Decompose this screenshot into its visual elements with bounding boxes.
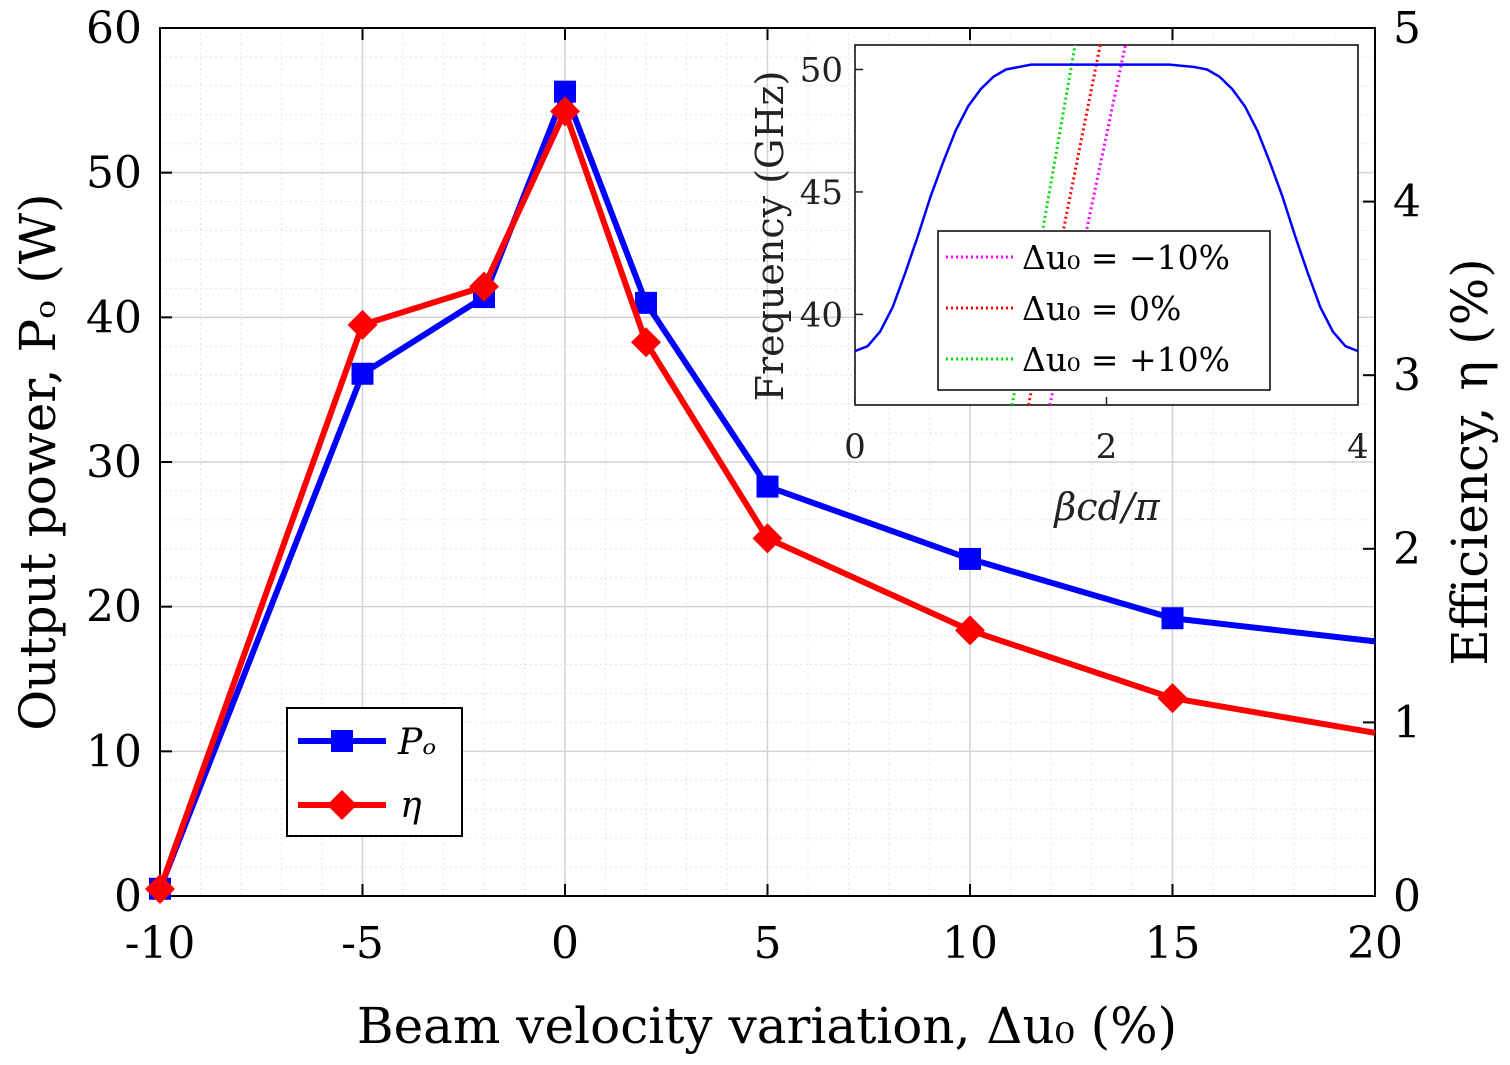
y-tick-label-right: 3 <box>1393 350 1421 401</box>
x-tick-label: 0 <box>551 918 579 969</box>
power-point <box>351 362 374 385</box>
inset-legend: Δu₀ = −10% Δu₀ = 0% Δu₀ = +10% <box>937 230 1271 391</box>
y-tick-label-left: 50 <box>86 148 142 199</box>
efficiency-point <box>469 271 499 302</box>
efficiency-point <box>631 327 661 358</box>
inset-x-axis-title: βcd/π <box>1052 485 1160 529</box>
main-series <box>145 80 1376 905</box>
y-tick-label-right: 0 <box>1393 871 1421 922</box>
y-tick-label-right: 5 <box>1393 3 1421 54</box>
x-tick-label: 10 <box>942 918 998 969</box>
power-point <box>635 291 657 314</box>
y-tick-label-left: 20 <box>86 582 142 633</box>
y-tick-label-left: 10 <box>86 726 142 777</box>
main-legend: Pₒ η <box>286 707 463 837</box>
power-point <box>959 547 981 570</box>
x-tick-label: -10 <box>125 918 196 969</box>
y-axis-title-left: Output power, Pₒ (W) <box>9 193 67 730</box>
inset-y-axis-title: Frequency (GHz) <box>748 71 792 402</box>
y-tick-label-right: 4 <box>1393 177 1421 228</box>
inset-x-tick-label: 2 <box>1096 427 1118 467</box>
efficiency-point <box>347 309 378 340</box>
power-point <box>554 80 576 103</box>
efficiency-point <box>1157 683 1188 714</box>
y-tick-label-right: 1 <box>1393 697 1421 748</box>
legend-marker-square <box>331 730 353 752</box>
y-axis-title-right: Efficiency, η (%) <box>1441 258 1499 666</box>
legend-label-efficiency: η <box>400 785 422 826</box>
y-tick-label-right: 2 <box>1393 524 1421 575</box>
inset-y-tick-label: 50 <box>800 50 843 90</box>
efficiency-point <box>752 523 783 554</box>
legend-label-power: Pₒ <box>397 722 436 763</box>
inset-x-tick-label: 4 <box>1347 427 1369 467</box>
y-tick-label-left: 60 <box>86 3 142 54</box>
efficiency-point <box>550 96 580 127</box>
y-tick-label-left: 40 <box>86 292 142 343</box>
dispersion-curve <box>854 63 1359 353</box>
inset-ticks: 0 2 4 40 45 50 <box>800 50 1369 467</box>
y-tick-label-left: 30 <box>86 437 142 488</box>
efficiency-point <box>145 874 175 905</box>
legend-box <box>286 707 463 837</box>
y-tick-label-left: 0 <box>114 871 142 922</box>
power-point <box>1161 607 1184 630</box>
x-tick-label: 20 <box>1347 918 1403 969</box>
efficiency-point <box>955 615 985 646</box>
inset-y-tick-label: 45 <box>800 173 843 213</box>
power-point <box>756 475 779 498</box>
inset-legend-label: Δu₀ = −10% <box>1022 238 1230 277</box>
inset-y-tick-label: 40 <box>800 295 843 335</box>
x-tick-label: 5 <box>754 918 782 969</box>
legend-marker-diamond <box>327 790 357 820</box>
inset-legend-box <box>937 230 1271 391</box>
x-axis-title: Beam velocity variation, Δu₀ (%) <box>357 997 1177 1055</box>
x-tick-label: 15 <box>1145 918 1201 969</box>
inset-x-tick-label: 0 <box>844 427 866 467</box>
inset-legend-label: Δu₀ = 0% <box>1022 289 1181 328</box>
inset-legend-label: Δu₀ = +10% <box>1022 340 1230 379</box>
x-tick-label: -5 <box>341 918 384 969</box>
